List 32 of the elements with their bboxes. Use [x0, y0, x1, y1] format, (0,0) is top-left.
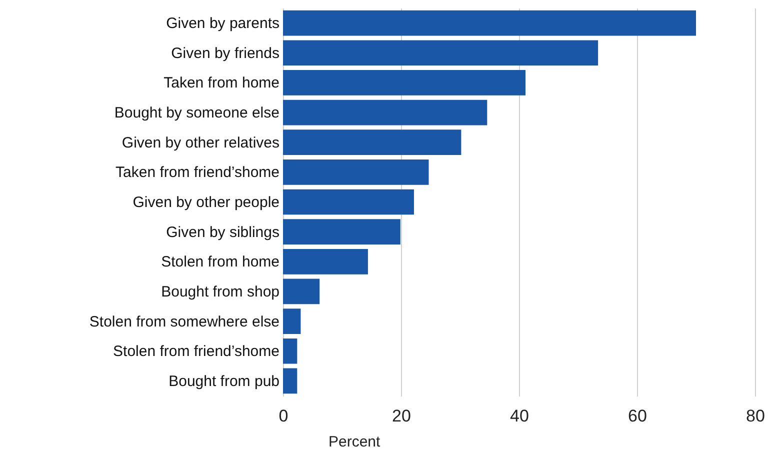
- y-tick-label: Bought from pub: [168, 372, 280, 390]
- bar: [283, 248, 368, 274]
- y-tick-label: Given by other people: [132, 194, 280, 211]
- y-tick-label: Stolen from friend’shome: [113, 343, 280, 360]
- y-tick-label: Taken from friend’shome: [116, 164, 280, 182]
- bar: [283, 100, 488, 126]
- y-tick-label: Given by siblings: [166, 224, 280, 241]
- bar: [283, 10, 696, 36]
- y-tick-label: Taken from home: [164, 74, 280, 92]
- bar: [283, 40, 598, 66]
- y-tick-label: Given by friends: [171, 44, 280, 62]
- bar: [283, 189, 414, 215]
- bar: [283, 308, 301, 334]
- x-tick-label: 80: [746, 406, 765, 426]
- bar: [283, 219, 400, 244]
- bar: [283, 70, 526, 96]
- bar: [283, 368, 298, 394]
- x-tick-label: 40: [510, 406, 529, 426]
- bar: [283, 338, 298, 364]
- y-tick-label: Bought from shop: [161, 283, 280, 300]
- bar: [283, 278, 320, 304]
- bar: [283, 130, 462, 156]
- y-tick-label: Stolen from somewhere else: [89, 313, 280, 330]
- x-tick-label: 20: [392, 406, 411, 426]
- x-tick-label: 0: [278, 406, 288, 426]
- y-tick-label: Given by other relatives: [122, 134, 280, 152]
- x-tick-label: 60: [628, 406, 647, 426]
- y-tick-label: Bought by someone else: [114, 104, 280, 122]
- y-tick-label: Stolen from home: [161, 254, 280, 271]
- x-axis-title: Percent: [328, 434, 382, 450]
- bar: [283, 160, 429, 185]
- y-tick-label: Given by parents: [166, 15, 280, 32]
